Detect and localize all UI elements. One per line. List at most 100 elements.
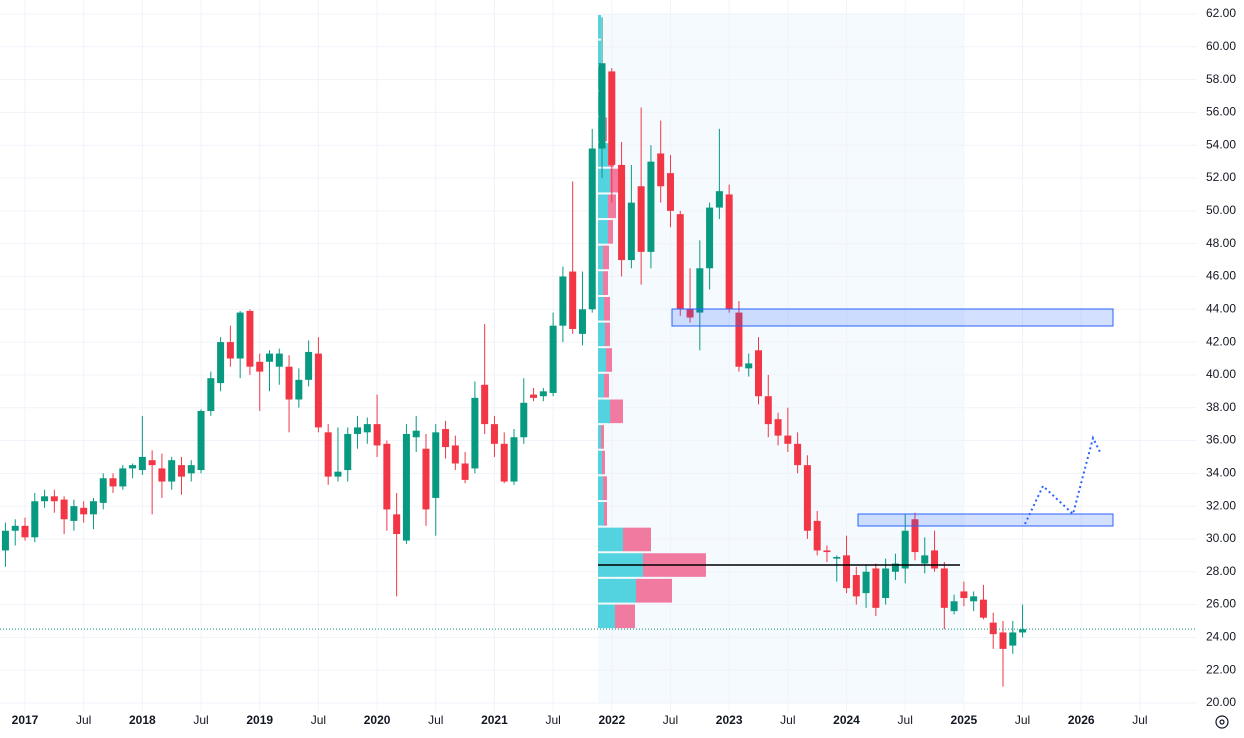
profile-up [598,373,604,398]
profile-down [602,450,605,475]
settings-icon[interactable] [1215,715,1229,729]
candle-body [950,601,958,612]
candle-body [940,568,948,608]
candle-body [21,525,29,538]
profile-up [598,476,603,501]
settings-icon-center [1219,719,1225,725]
x-tick-label: 2022 [598,713,625,727]
profile-down [608,194,616,219]
candle-body [285,366,293,400]
candle-body [422,448,430,510]
candle-body [50,496,58,502]
y-tick-label: 20.00 [1206,695,1236,709]
profile-down [603,476,607,501]
profile-down [606,348,612,372]
candle-body [383,443,391,510]
candle-body [197,410,205,471]
x-tick-label: 2020 [364,713,391,727]
x-tick-label: Jul [428,713,443,727]
candle-body [177,465,185,477]
candle-body [70,506,78,521]
x-tick-label: 2019 [246,713,273,727]
candle-body [882,568,890,599]
candle-body [1,530,9,551]
candle-body [979,599,987,618]
x-tick-label: 2021 [481,713,508,727]
x-tick-label: Jul [898,713,913,727]
profile-down [623,527,651,552]
candle-body [266,353,273,362]
candle-body [569,271,577,329]
candle-body [520,402,528,438]
profile-up [598,245,603,270]
candle-body [246,310,254,367]
candle-body [275,353,283,367]
x-tick-label: 2025 [951,713,978,727]
candle-body [11,525,19,531]
candle-body [138,456,146,471]
candle-body [31,501,39,538]
candle-body [921,555,929,564]
profile-up [598,168,610,193]
profile-up [598,399,610,424]
candle-body [618,164,626,261]
profile-up [598,15,601,39]
candle-body [334,471,342,477]
candle-body [432,432,440,498]
x-tick-label: Jul [1015,713,1030,727]
candle-body [402,433,410,541]
zone [857,513,1114,527]
candle-body [598,63,606,149]
profile-up [598,296,604,321]
candle-body [471,397,479,469]
candle-body [256,361,264,372]
profile-up [598,220,608,244]
candle-body [833,556,841,559]
y-tick-label: 36.00 [1206,433,1236,447]
candle-body [843,555,851,589]
candle-body [578,309,586,334]
candle-body [109,478,117,487]
x-tick-label: Jul [311,713,326,727]
profile-up [598,348,606,372]
y-tick-label: 60.00 [1206,39,1236,53]
y-tick-label: 46.00 [1206,269,1236,283]
candle-body [148,460,156,466]
y-tick-label: 54.00 [1206,137,1236,151]
candle-body [393,514,401,535]
candle-body [725,194,733,310]
candles [0,17,1197,687]
candle-body [911,519,919,553]
zone [671,308,1114,327]
candle-body [168,460,176,482]
candle-body [226,342,234,359]
y-tick-label: 34.00 [1206,466,1236,480]
candle-body [461,463,469,480]
profile-down [604,373,609,398]
profile-down [601,425,604,449]
x-tick-label: 2026 [1068,713,1095,727]
y-tick-label: 26.00 [1206,597,1236,611]
profile-down [636,578,672,603]
candle-body [999,632,1007,649]
projection [1024,435,1101,525]
candle-body [813,520,821,551]
candle-body [305,351,313,380]
candle-body [970,596,978,602]
candle-body [314,353,322,428]
candle-body [119,468,127,487]
profile-down [610,399,623,424]
profile-up [598,143,608,167]
candle-body [627,202,635,261]
profile-up [598,322,605,347]
candle-body [608,71,616,165]
candle-body [891,563,899,572]
y-tick-label: 52.00 [1206,170,1236,184]
candle-body [1019,629,1027,633]
x-tick-label: Jul [1132,713,1147,727]
candle-body [696,268,704,313]
y-tick-label: 42.00 [1206,334,1236,348]
profile-up [598,194,608,219]
candle-body [686,309,694,318]
x-tick-label: 2017 [12,713,39,727]
